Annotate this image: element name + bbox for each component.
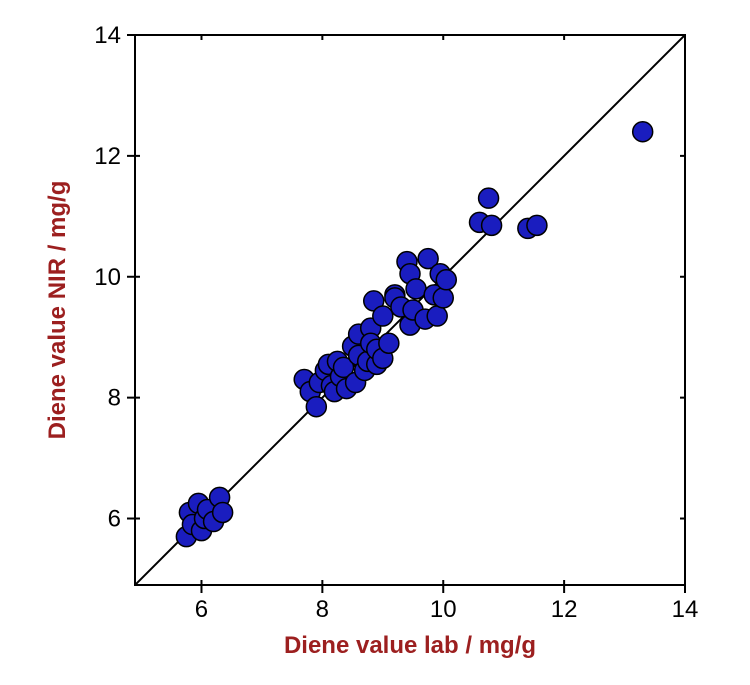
x-axis-label: Diene value lab / mg/g — [284, 632, 536, 659]
x-tick-label: 12 — [551, 596, 578, 623]
data-point — [482, 215, 502, 235]
data-point — [433, 288, 453, 308]
y-tick-label: 14 — [94, 22, 121, 49]
y-axis-label: Diene value NIR / mg/g — [44, 181, 71, 440]
data-point — [379, 333, 399, 353]
y-tick-label: 10 — [94, 264, 121, 291]
data-point — [527, 215, 547, 235]
y-tick-label: 6 — [108, 506, 121, 533]
chart-container: 6 8 10 12 14 6 8 10 12 14 Diene value lab / mg/g Di… — [0, 0, 750, 685]
x-tick-label: 6 — [195, 596, 208, 623]
data-point — [306, 397, 326, 417]
x-tick-label: 8 — [316, 596, 329, 623]
scatter-chart: 6 8 10 12 14 6 8 10 12 14 Diene value lab / mg/g Di… — [0, 0, 750, 685]
data-point — [213, 502, 233, 522]
data-point — [633, 122, 653, 142]
x-tick-label: 14 — [672, 596, 699, 623]
y-tick-label: 8 — [108, 385, 121, 412]
data-point — [406, 279, 426, 299]
data-point — [373, 306, 393, 326]
data-point — [427, 306, 447, 326]
data-point — [479, 188, 499, 208]
y-tick-label: 12 — [94, 143, 121, 170]
data-point — [436, 270, 456, 290]
x-tick-label: 10 — [430, 596, 457, 623]
